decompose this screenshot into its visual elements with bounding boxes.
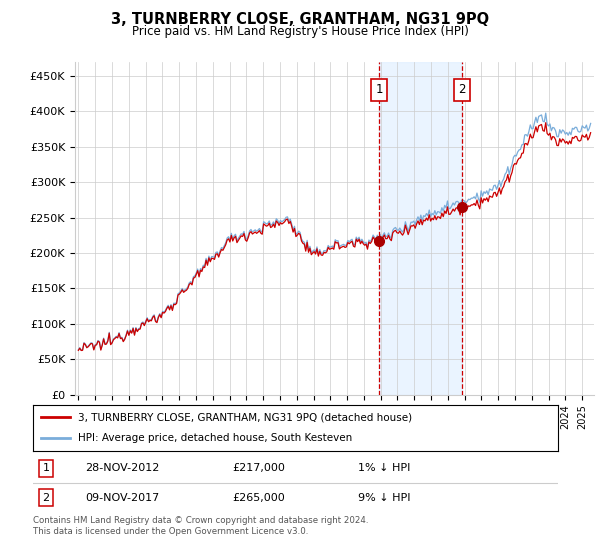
Text: 09-NOV-2017: 09-NOV-2017: [86, 493, 160, 503]
Text: 3, TURNBERRY CLOSE, GRANTHAM, NG31 9PQ: 3, TURNBERRY CLOSE, GRANTHAM, NG31 9PQ: [111, 12, 489, 27]
Text: 1% ↓ HPI: 1% ↓ HPI: [359, 463, 411, 473]
Text: 1: 1: [375, 83, 383, 96]
Text: 1: 1: [43, 463, 50, 473]
Text: 28-NOV-2012: 28-NOV-2012: [86, 463, 160, 473]
Text: Contains HM Land Registry data © Crown copyright and database right 2024.
This d: Contains HM Land Registry data © Crown c…: [33, 516, 368, 536]
Text: 2: 2: [43, 493, 50, 503]
Text: £265,000: £265,000: [233, 493, 285, 503]
Text: 9% ↓ HPI: 9% ↓ HPI: [359, 493, 411, 503]
Text: 3, TURNBERRY CLOSE, GRANTHAM, NG31 9PQ (detached house): 3, TURNBERRY CLOSE, GRANTHAM, NG31 9PQ (…: [77, 412, 412, 422]
Text: £217,000: £217,000: [233, 463, 286, 473]
Text: Price paid vs. HM Land Registry's House Price Index (HPI): Price paid vs. HM Land Registry's House …: [131, 25, 469, 38]
Bar: [379, 62, 462, 395]
Text: HPI: Average price, detached house, South Kesteven: HPI: Average price, detached house, Sout…: [77, 433, 352, 444]
Text: 2: 2: [458, 83, 466, 96]
